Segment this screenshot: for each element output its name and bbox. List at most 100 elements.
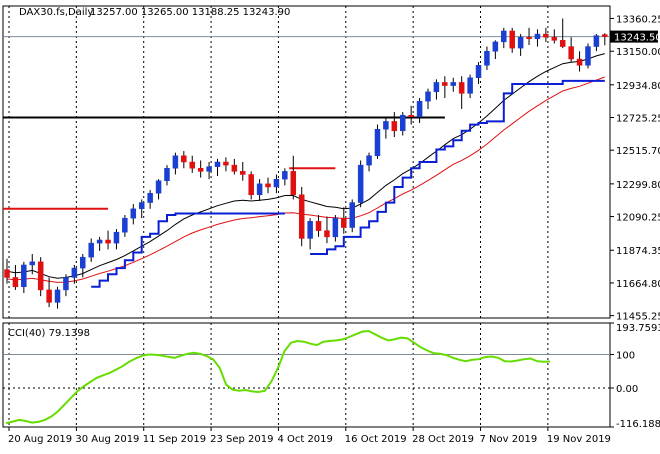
candle-body — [332, 217, 339, 238]
slow-ema-line — [6, 76, 605, 283]
candle-body — [307, 221, 313, 239]
x-tick-label: 4 Oct 2019 — [277, 434, 332, 445]
candle-body — [172, 155, 179, 169]
candle-body — [357, 164, 364, 203]
x-tick-label: 19 Nov 2019 — [547, 434, 611, 445]
ohlc-readout: 13257.00 13265.00 13188.25 13243.90 — [90, 7, 290, 18]
candle-body — [298, 194, 305, 239]
cci-y-tick-label: 0.00 — [616, 384, 638, 395]
candle-body — [46, 289, 52, 303]
candle-body — [12, 277, 19, 288]
candle-body — [37, 261, 44, 291]
candle-body — [509, 30, 515, 49]
x-tick-label: 30 Aug 2019 — [75, 434, 139, 445]
candle-body — [349, 202, 355, 228]
symbol-title: DAX30.fs,Daily — [19, 7, 93, 18]
x-tick-label: 7 Nov 2019 — [480, 434, 538, 445]
candle-body — [492, 41, 499, 52]
candle-body — [425, 91, 431, 102]
candle-body — [164, 167, 170, 181]
candle-body — [391, 121, 398, 132]
y-tick-label: 12299.80 — [616, 180, 660, 191]
candle-body — [458, 82, 465, 94]
candle-body — [231, 164, 238, 172]
candle-body — [568, 46, 574, 60]
fast-ema-line — [6, 53, 605, 279]
candle-body — [315, 221, 322, 231]
candle-body — [122, 217, 128, 233]
candle-body — [374, 128, 381, 157]
horizontal-levels — [3, 36, 610, 210]
y-tick-label: 12934.80 — [616, 81, 660, 92]
candle-body — [501, 30, 507, 43]
candle-body — [467, 77, 473, 94]
candle-body — [324, 230, 330, 238]
candle-body — [290, 171, 297, 196]
cci-y-tick-label: 193.7593 — [616, 323, 660, 334]
y-tick-label: 12515.70 — [616, 146, 660, 157]
candle-body — [475, 65, 482, 79]
x-tick-label: 20 Aug 2019 — [8, 434, 72, 445]
candle-body — [383, 121, 389, 130]
candle-body — [408, 114, 414, 118]
y-tick-label: 11664.80 — [616, 279, 660, 290]
candle-body — [585, 46, 591, 66]
candle-body — [240, 171, 246, 175]
candle-body — [147, 192, 153, 203]
cci-line — [5, 329, 551, 425]
axes: 20 Aug 2019 30 Aug 2019 11 Sep 2019 23 Sep … — [8, 14, 660, 445]
y-tick-label: 13150.00 — [616, 47, 660, 58]
candle-body — [130, 208, 137, 219]
candle-body — [63, 277, 69, 291]
y-tick-label: 12725.25 — [616, 114, 660, 125]
candle-body — [551, 36, 558, 41]
candle-body — [181, 155, 187, 163]
candle-body — [113, 231, 120, 244]
candle-body — [484, 50, 490, 66]
candle-body — [341, 217, 347, 228]
trailing-stop-line — [310, 79, 605, 255]
candle-body — [450, 82, 457, 86]
cci-y-tick-label: -116.1889 — [616, 419, 660, 430]
candle-body — [197, 167, 204, 172]
candle-body — [138, 202, 145, 210]
y-tick-label: 11874.35 — [616, 246, 660, 257]
candle-body — [223, 161, 229, 166]
y-tick-label: 11455.25 — [616, 312, 660, 323]
candle-body — [248, 174, 254, 196]
candles — [4, 18, 608, 309]
current-price-label: 13243.50 — [614, 33, 660, 44]
candle-body — [442, 82, 448, 86]
cci-title: CCI(40) 79.1398 — [8, 328, 90, 339]
candle-body — [543, 33, 549, 38]
candle-body — [416, 100, 423, 118]
candle-body — [273, 178, 280, 188]
candle-body — [71, 267, 78, 278]
x-tick-label: 23 Sep 2019 — [210, 434, 273, 445]
candle-body — [526, 36, 532, 40]
candle-body — [88, 242, 94, 258]
candle-body — [214, 161, 221, 167]
candle-body — [282, 171, 288, 180]
y-tick-label: 13360.25 — [616, 14, 660, 25]
current-price-tag — [610, 30, 658, 43]
candle-body — [4, 269, 10, 278]
candle-body — [105, 239, 111, 244]
candle-body — [206, 166, 212, 172]
candle-body — [80, 256, 86, 269]
candle-body — [256, 183, 263, 196]
candle-body — [54, 289, 61, 303]
cci-y-tick-label: 100 — [616, 350, 635, 361]
candle-body — [96, 239, 103, 244]
candle-body — [155, 180, 162, 194]
candle-body — [29, 261, 36, 266]
candle-body — [399, 114, 406, 132]
price-panel-frame — [2, 5, 611, 319]
candle-body — [593, 35, 600, 47]
candle-body — [602, 34, 608, 37]
cci-panel — [3, 329, 610, 425]
candle-body — [534, 33, 541, 40]
candle-body — [559, 40, 566, 47]
candle-body — [517, 36, 524, 49]
